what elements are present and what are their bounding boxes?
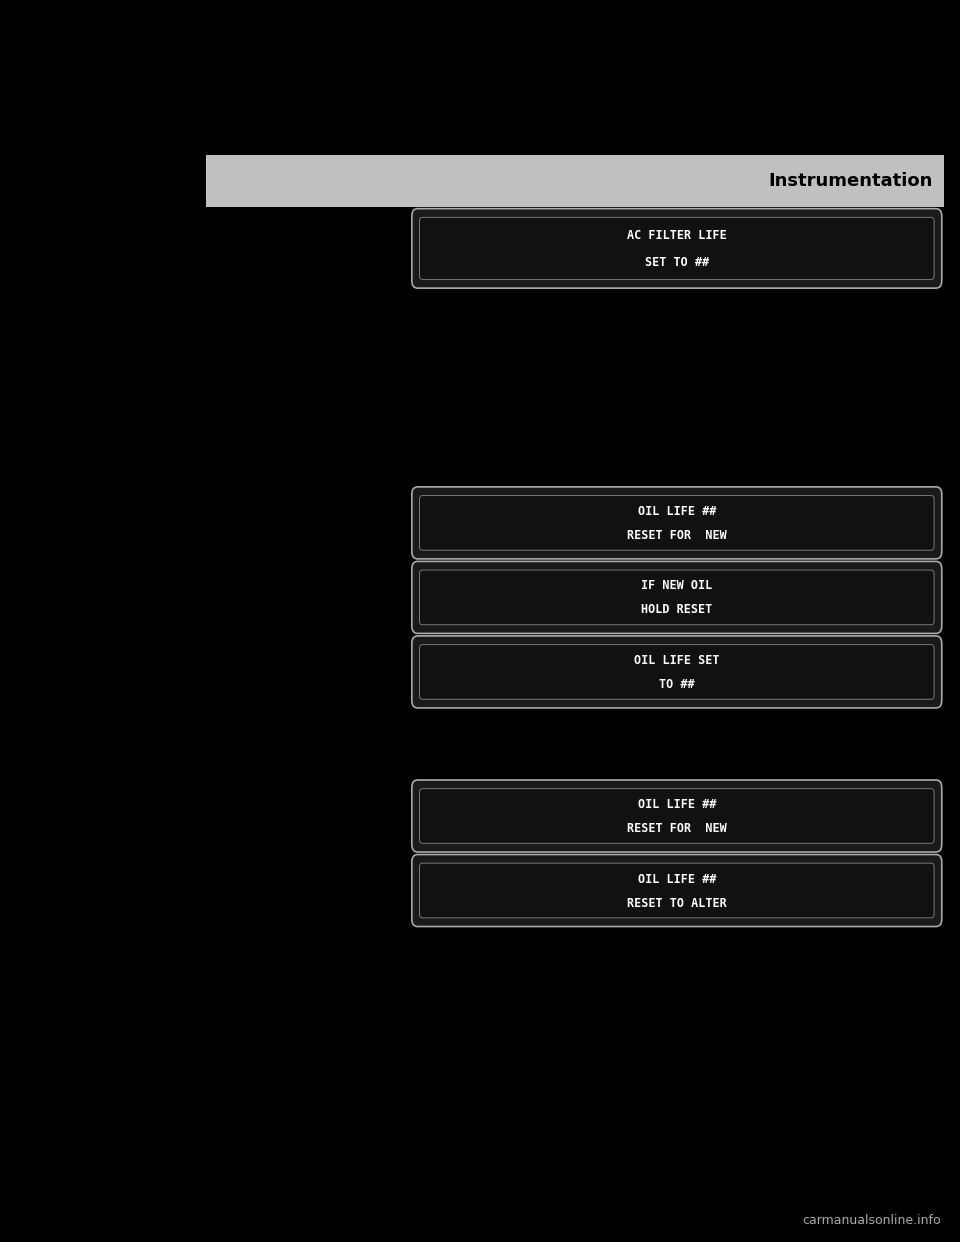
- Text: AC FILTER LIFE: AC FILTER LIFE: [627, 229, 727, 242]
- Text: carmanualsonline.info: carmanualsonline.info: [803, 1215, 941, 1227]
- Text: OIL LIFE ##: OIL LIFE ##: [637, 873, 716, 886]
- Text: RESET TO ALTER: RESET TO ALTER: [627, 897, 727, 909]
- Text: OIL LIFE SET: OIL LIFE SET: [634, 655, 720, 667]
- Text: TO ##: TO ##: [659, 678, 695, 691]
- Text: OIL LIFE ##: OIL LIFE ##: [637, 505, 716, 518]
- FancyBboxPatch shape: [420, 789, 934, 843]
- Text: RESET FOR  NEW: RESET FOR NEW: [627, 822, 727, 835]
- FancyBboxPatch shape: [420, 570, 934, 625]
- Text: IF NEW OIL: IF NEW OIL: [641, 580, 712, 592]
- Text: SET TO ##: SET TO ##: [645, 256, 708, 270]
- FancyBboxPatch shape: [420, 217, 934, 279]
- Text: HOLD RESET: HOLD RESET: [641, 604, 712, 616]
- FancyBboxPatch shape: [420, 863, 934, 918]
- FancyBboxPatch shape: [412, 209, 942, 288]
- FancyBboxPatch shape: [420, 645, 934, 699]
- FancyBboxPatch shape: [412, 561, 942, 633]
- FancyBboxPatch shape: [412, 780, 942, 852]
- Text: RESET FOR  NEW: RESET FOR NEW: [627, 529, 727, 542]
- FancyBboxPatch shape: [206, 155, 944, 207]
- FancyBboxPatch shape: [412, 636, 942, 708]
- FancyBboxPatch shape: [412, 854, 942, 927]
- Text: OIL LIFE ##: OIL LIFE ##: [637, 799, 716, 811]
- FancyBboxPatch shape: [420, 496, 934, 550]
- Text: Instrumentation: Instrumentation: [769, 173, 933, 190]
- FancyBboxPatch shape: [412, 487, 942, 559]
